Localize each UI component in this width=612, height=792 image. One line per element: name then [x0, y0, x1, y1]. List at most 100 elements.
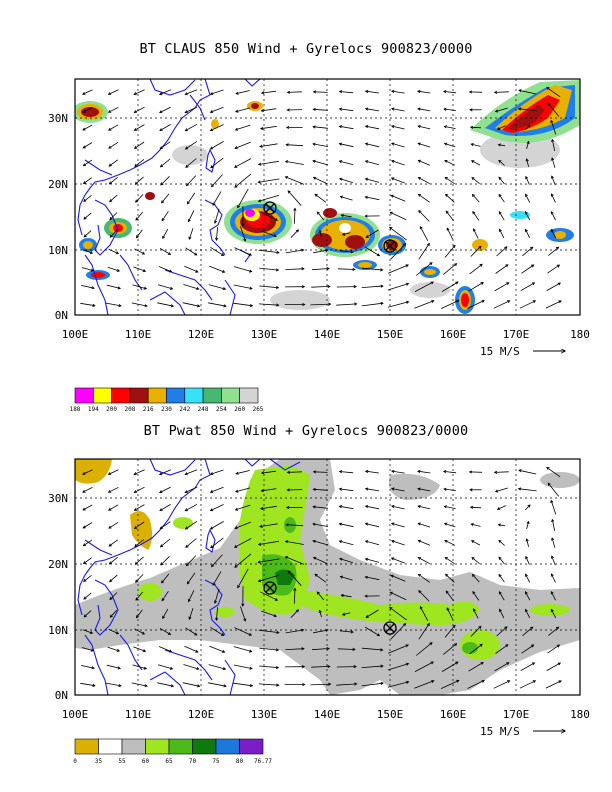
- bottom-coastlines: [77, 459, 301, 695]
- wind-vector-head: [498, 211, 502, 215]
- wind-vector: [471, 143, 481, 147]
- wind-vector: [187, 192, 196, 205]
- wind-vector-head: [498, 159, 502, 163]
- wind-vector: [391, 143, 405, 148]
- wind-vector: [216, 227, 218, 241]
- wind-vector: [342, 612, 351, 616]
- top-legend-label: 188: [70, 406, 81, 413]
- wind-vector: [290, 229, 299, 238]
- wind-vector: [210, 141, 224, 150]
- wind-vector-head: [187, 218, 191, 223]
- wind-vector: [109, 176, 118, 185]
- wind-vector-head: [260, 488, 264, 493]
- wind-vector-head: [284, 160, 289, 164]
- wind-vector: [443, 643, 457, 655]
- wind-vector-head: [471, 176, 475, 181]
- wind-vector: [235, 107, 251, 113]
- wind-vector-head: [353, 285, 357, 289]
- wind-vector-head: [471, 556, 475, 561]
- wind-vector: [159, 521, 171, 530]
- wind-vector: [365, 488, 380, 492]
- wind-vector-head: [494, 109, 499, 113]
- wind-vector: [551, 139, 556, 152]
- wind-vector-head: [454, 643, 458, 647]
- wind-vector-head: [301, 647, 305, 651]
- wind-vector: [261, 470, 276, 474]
- wind-vector-head: [498, 176, 502, 180]
- wind-vector: [185, 627, 198, 636]
- wind-vector-head: [162, 235, 166, 240]
- wind-vector-head: [133, 490, 137, 493]
- wind-vector: [391, 90, 405, 94]
- wind-vector-head: [479, 263, 483, 267]
- wind-vector: [134, 521, 145, 529]
- wind-vector: [82, 89, 93, 95]
- wind-vector-head: [426, 622, 430, 627]
- wind-vector: [136, 229, 143, 238]
- wind-vector-head: [391, 539, 395, 543]
- wind-vector-head: [339, 195, 343, 199]
- wind-vector: [526, 538, 529, 547]
- wind-vector-head: [530, 246, 534, 250]
- wind-vector: [182, 302, 200, 307]
- wind-vector-head: [471, 193, 476, 198]
- wind-vector-head: [556, 644, 561, 648]
- wind-vector: [83, 159, 93, 167]
- wind-vector-head: [444, 573, 449, 577]
- wind-vector: [82, 124, 93, 131]
- wind-vector: [418, 557, 430, 565]
- wind-vector: [518, 469, 537, 475]
- wind-vector: [419, 226, 429, 241]
- wind-vector: [418, 623, 430, 640]
- wind-vector-head: [531, 662, 536, 666]
- wind-vector-head: [237, 585, 241, 589]
- wind-vector: [285, 176, 305, 185]
- wind-vector: [444, 540, 456, 546]
- wind-vector-head: [417, 142, 421, 146]
- wind-vector-head: [390, 574, 394, 578]
- wind-vector: [390, 211, 407, 221]
- wind-vector: [285, 629, 304, 634]
- wind-vector: [339, 505, 354, 510]
- wind-vector: [107, 266, 120, 272]
- wind-vector: [389, 227, 407, 241]
- wind-vector-head: [341, 232, 346, 236]
- wind-vector: [390, 243, 406, 260]
- wind-vector: [547, 264, 560, 274]
- bottom-legend-swatch: [121, 738, 146, 755]
- wind-vector-head: [532, 680, 537, 684]
- wind-vector-head: [557, 662, 562, 666]
- wind-vector-head: [551, 138, 555, 143]
- wind-vector-head: [273, 614, 277, 618]
- wind-vector: [414, 661, 434, 672]
- wind-vector: [183, 664, 199, 670]
- wind-vector: [441, 661, 459, 672]
- wind-vector: [236, 470, 250, 475]
- wind-vector: [82, 522, 93, 529]
- wind-vector: [391, 470, 405, 474]
- wind-vector: [336, 303, 357, 306]
- top-legend-swatch: [147, 387, 167, 404]
- wind-vector-head: [248, 252, 253, 256]
- wind-vector-head: [312, 107, 316, 112]
- wind-vector-head: [135, 615, 139, 619]
- wind-vector: [109, 574, 118, 582]
- wind-vector: [526, 521, 529, 530]
- wind-vector: [551, 175, 556, 186]
- wind-vector-head: [456, 299, 460, 303]
- wind-vector: [258, 160, 279, 165]
- wind-vector-head: [389, 211, 393, 215]
- wind-vector-head: [340, 213, 344, 218]
- wind-vector: [550, 229, 557, 239]
- wind-vector-head: [184, 472, 188, 476]
- wind-vector-head: [82, 507, 86, 511]
- wind-vector: [518, 488, 537, 492]
- wind-vector-head: [167, 252, 172, 255]
- top-legend-label: 208: [124, 406, 135, 413]
- wind-vector: [472, 574, 480, 583]
- wind-vector-head: [550, 573, 554, 577]
- wind-vector-head: [550, 499, 554, 504]
- wind-vector-head: [525, 211, 528, 215]
- wind-vector: [81, 647, 94, 652]
- bottom-legend-label: 76.77: [254, 758, 272, 765]
